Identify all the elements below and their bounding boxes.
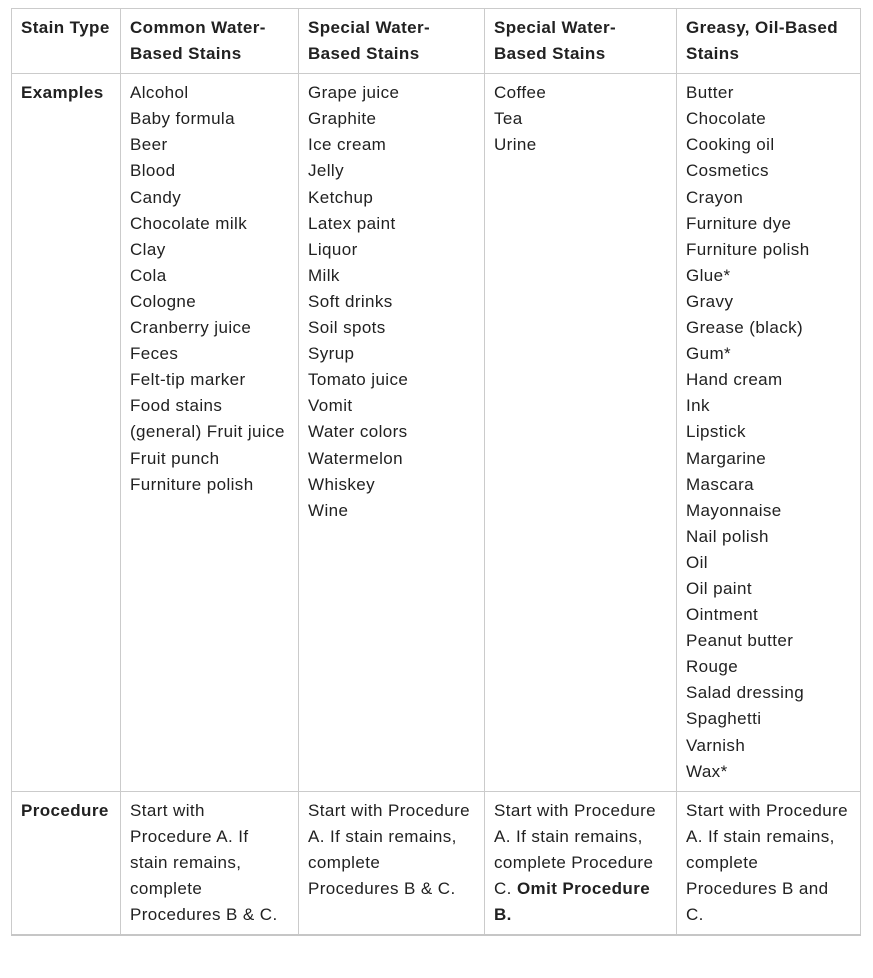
procedure-cell-greasy-oil-based: Start with Procedure A. If stain remains… xyxy=(676,790,861,937)
procedure-text: Start with Procedure A. If stain remains… xyxy=(130,800,278,925)
column-header-stain-type: Stain Type xyxy=(11,7,121,75)
procedure-cell-special-water-based-2: Start with Procedure A. If stain remains… xyxy=(484,790,677,937)
column-header-greasy-oil-based: Greasy, Oil-Based Stains xyxy=(676,7,861,75)
example-item: Candy xyxy=(130,187,182,207)
example-item: Fruit punch xyxy=(130,448,220,468)
example-item: Cranberry juice xyxy=(130,318,252,338)
example-item: Rouge xyxy=(686,657,739,677)
example-item: Gum* xyxy=(686,344,732,364)
example-item: Water colors xyxy=(308,422,408,442)
example-item: Varnish xyxy=(686,735,746,755)
example-item: Chocolate xyxy=(686,109,767,129)
procedure-cell-special-water-based-1: Start with Procedure A. If stain remains… xyxy=(298,790,485,937)
example-item: Blood xyxy=(130,161,176,181)
example-item: Ointment xyxy=(686,605,759,625)
example-item: Baby formula xyxy=(130,109,235,129)
example-item: Wine xyxy=(308,500,349,520)
example-item: Mayonnaise xyxy=(686,500,782,520)
example-item: Furniture polish xyxy=(686,239,810,259)
example-item: Beer xyxy=(130,135,168,155)
procedure-cell-common-water-based: Start with Procedure A. If stain remains… xyxy=(120,790,299,937)
example-item: Ketchup xyxy=(308,187,374,207)
example-item: Lipstick xyxy=(686,422,746,442)
example-item: Soil spots xyxy=(308,318,386,338)
example-item: Cola xyxy=(130,265,167,285)
procedure-text: Start with Procedure A. If stain remains… xyxy=(308,800,471,898)
example-item: Coffee xyxy=(494,83,547,103)
example-item: Crayon xyxy=(686,187,744,207)
example-item: Felt-tip marker xyxy=(130,370,246,390)
example-item: Wax* xyxy=(686,761,728,781)
example-item: Watermelon xyxy=(308,448,404,468)
example-item: Soft drinks xyxy=(308,291,393,311)
example-item: Furniture dye xyxy=(686,213,792,233)
example-item: Whiskey xyxy=(308,474,376,494)
header-row: Stain Type Common Water-Based Stains Spe… xyxy=(11,7,861,75)
procedure-bold-text: Omit Procedure B. xyxy=(494,879,651,925)
example-item: Tomato juice xyxy=(308,370,409,390)
example-item: Vomit xyxy=(308,396,353,416)
row-label-procedure: Procedure xyxy=(11,790,121,937)
column-header-special-water-based-1: Special Water-Based Stains xyxy=(298,7,485,75)
example-item: Mascara xyxy=(686,474,754,494)
example-item: Milk xyxy=(308,265,340,285)
examples-cell-greasy-oil-based: Butter Chocolate Cooking oil Cosmetics Crayo… xyxy=(676,73,861,792)
example-item: Graphite xyxy=(308,109,377,129)
example-item: Nail polish xyxy=(686,526,769,546)
example-item: Peanut butter xyxy=(686,631,794,651)
examples-row: Examples Alcohol Baby formula Beer Blood Can… xyxy=(11,73,861,792)
example-item: Urine xyxy=(494,135,537,155)
examples-cell-common-water-based: Alcohol Baby formula Beer Blood Candy Chocola… xyxy=(120,73,299,792)
procedure-row: Procedure Start with Procedure A. If sta… xyxy=(11,790,861,937)
example-item: Cosmetics xyxy=(686,161,769,181)
examples-cell-special-water-based-2: Coffee Tea Urine xyxy=(484,73,677,792)
procedure-text: Start with Procedure A. If stain remains… xyxy=(686,800,849,925)
example-item: Margarine xyxy=(686,448,767,468)
example-item: Spaghetti xyxy=(686,709,762,729)
example-item: Feces xyxy=(130,344,179,364)
example-item: Cooking oil xyxy=(686,135,775,155)
column-header-common-water-based: Common Water-Based Stains xyxy=(120,7,299,75)
procedure-text: Start with Procedure A. If stain remains… xyxy=(494,800,657,898)
example-item: Glue* xyxy=(686,265,731,285)
page: Stain Type Common Water-Based Stains Spe… xyxy=(11,7,861,937)
example-item: Tea xyxy=(494,109,523,129)
example-item: Gravy xyxy=(686,291,734,311)
stain-removal-table: Stain Type Common Water-Based Stains Spe… xyxy=(11,7,861,937)
example-item: Syrup xyxy=(308,344,355,364)
example-item: Salad dressing xyxy=(686,683,805,703)
example-item: Furniture polish xyxy=(130,474,254,494)
example-item: Oil xyxy=(686,552,708,572)
examples-cell-special-water-based-1: Grape juice Graphite Ice cream Jelly Ketchup… xyxy=(298,73,485,792)
example-item: Butter xyxy=(686,83,734,103)
example-item: Jelly xyxy=(308,161,345,181)
example-item: Grape juice xyxy=(308,83,400,103)
example-item: Alcohol xyxy=(130,83,189,103)
example-item: Hand cream xyxy=(686,370,783,390)
example-item: Chocolate milk xyxy=(130,213,248,233)
example-item: Grease (black) xyxy=(686,318,804,338)
example-item: Liquor xyxy=(308,239,358,259)
example-item: Clay xyxy=(130,239,166,259)
example-item: Ice cream xyxy=(308,135,387,155)
example-item: Cologne xyxy=(130,291,197,311)
row-label-examples: Examples xyxy=(11,73,121,792)
example-item: Oil paint xyxy=(686,578,752,598)
example-item: Ink xyxy=(686,396,710,416)
column-header-special-water-based-2: Special Water-Based Stains xyxy=(484,7,677,75)
example-item: Latex paint xyxy=(308,213,396,233)
example-item: Food stains (general) Fruit juice xyxy=(130,396,285,442)
